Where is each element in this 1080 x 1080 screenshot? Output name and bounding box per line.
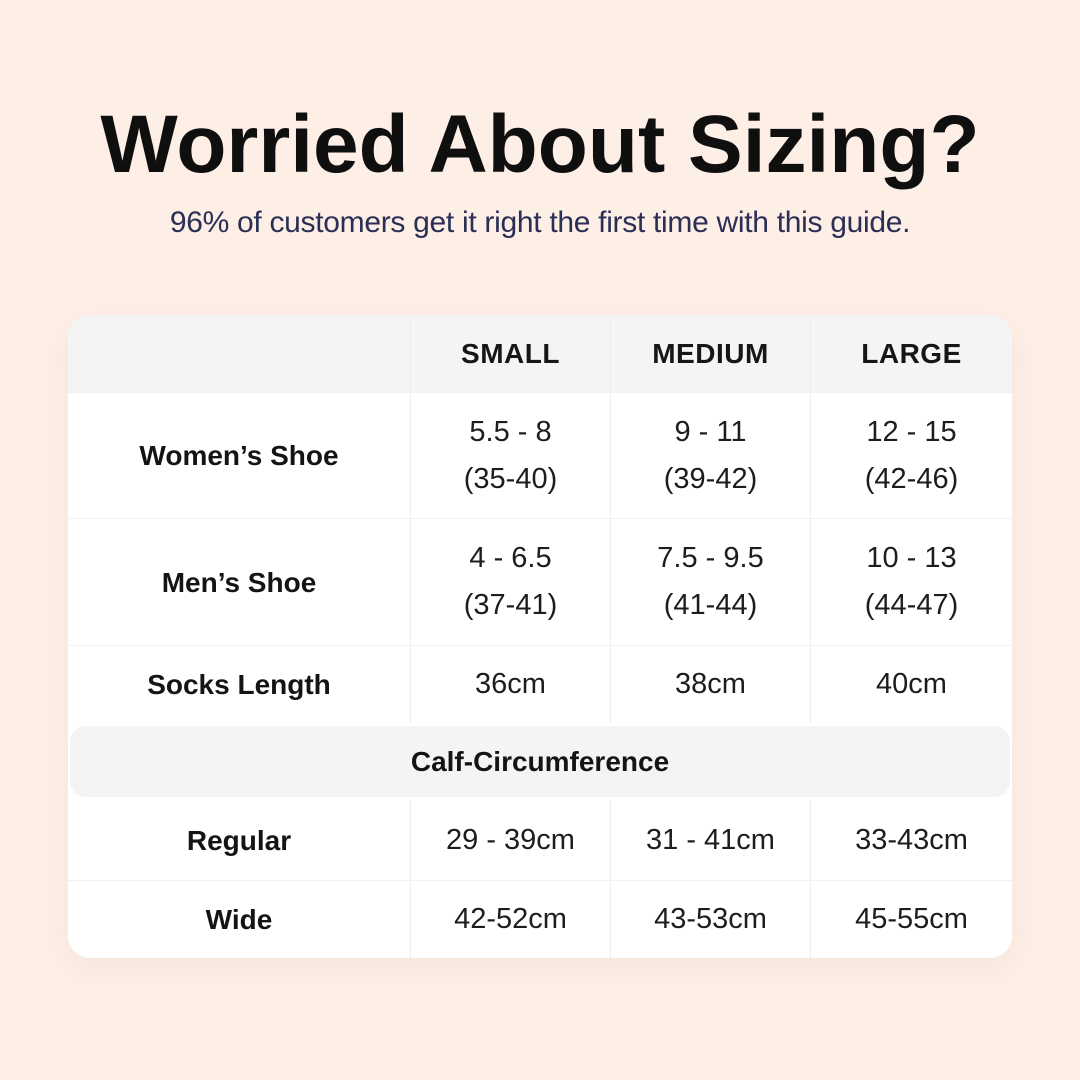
cell-regular-medium: 31 - 41cm <box>610 800 810 880</box>
page-subtitle: 96% of customers get it right the first … <box>169 206 911 239</box>
cell-line: (44-47) <box>864 589 959 621</box>
cell-line: 7.5 - 9.5 <box>657 542 764 574</box>
row-label-socks-length: Socks Length <box>68 645 410 723</box>
cell-socks-small: 36cm <box>410 645 610 723</box>
page-title: Worried About Sizing? <box>100 99 980 190</box>
cell-wide-small: 42-52cm <box>410 880 610 958</box>
row-label-womens-shoe: Women’s Shoe <box>68 392 410 518</box>
row-label-regular: Regular <box>186 824 292 856</box>
cell-socks-medium: 38cm <box>610 645 810 723</box>
cell-mens-small: 4 - 6.5 (37-41) <box>410 518 610 645</box>
cell-regular-small: 29 - 39cm <box>410 800 610 880</box>
cell-socks-large: 40cm <box>810 645 1012 723</box>
cell-womens-medium: 9 - 11 (39-42) <box>610 392 810 518</box>
cell-wide-medium: 43-53cm <box>610 880 810 958</box>
cell-line: (39-42) <box>663 462 758 495</box>
row-label-mens-shoe: Men’s Shoe <box>68 518 410 645</box>
header-size-medium: MEDIUM <box>610 315 810 392</box>
cell-line: 9 - 11 <box>674 415 747 448</box>
cell-line: 4 - 6.5 <box>469 542 552 574</box>
cell-regular-large: 33-43cm <box>810 800 1012 880</box>
cell-line: (42-46) <box>864 462 959 495</box>
header-size-small: SMALL <box>410 315 610 392</box>
cell-line: 10 - 13 <box>866 542 957 574</box>
cell-line: (41-44) <box>663 589 758 621</box>
cell-wide-large: 45-55cm <box>810 880 1012 958</box>
calf-section-row: Calf-Circumference <box>68 723 1012 800</box>
cell-line: (37-41) <box>463 589 558 621</box>
cell-line: (35-40) <box>463 462 558 495</box>
cell-womens-large: 12 - 15 (42-46) <box>810 392 1012 518</box>
cell-mens-large: 10 - 13 (44-47) <box>810 518 1012 645</box>
cell-line: 12 - 15 <box>866 415 957 448</box>
row-label-wide: Wide <box>68 880 410 958</box>
header-size-large: LARGE <box>810 315 1012 392</box>
cell-womens-small: 5.5 - 8 (35-40) <box>410 392 610 518</box>
cell-line: 5.5 - 8 <box>469 415 552 448</box>
size-chart-table: SMALL MEDIUM LARGE Women’s Shoe 5.5 - 8 … <box>68 315 1012 958</box>
calf-section-header: Calf-Circumference <box>70 726 1010 797</box>
header-empty-cell <box>68 315 410 392</box>
cell-mens-medium: 7.5 - 9.5 (41-44) <box>610 518 810 645</box>
